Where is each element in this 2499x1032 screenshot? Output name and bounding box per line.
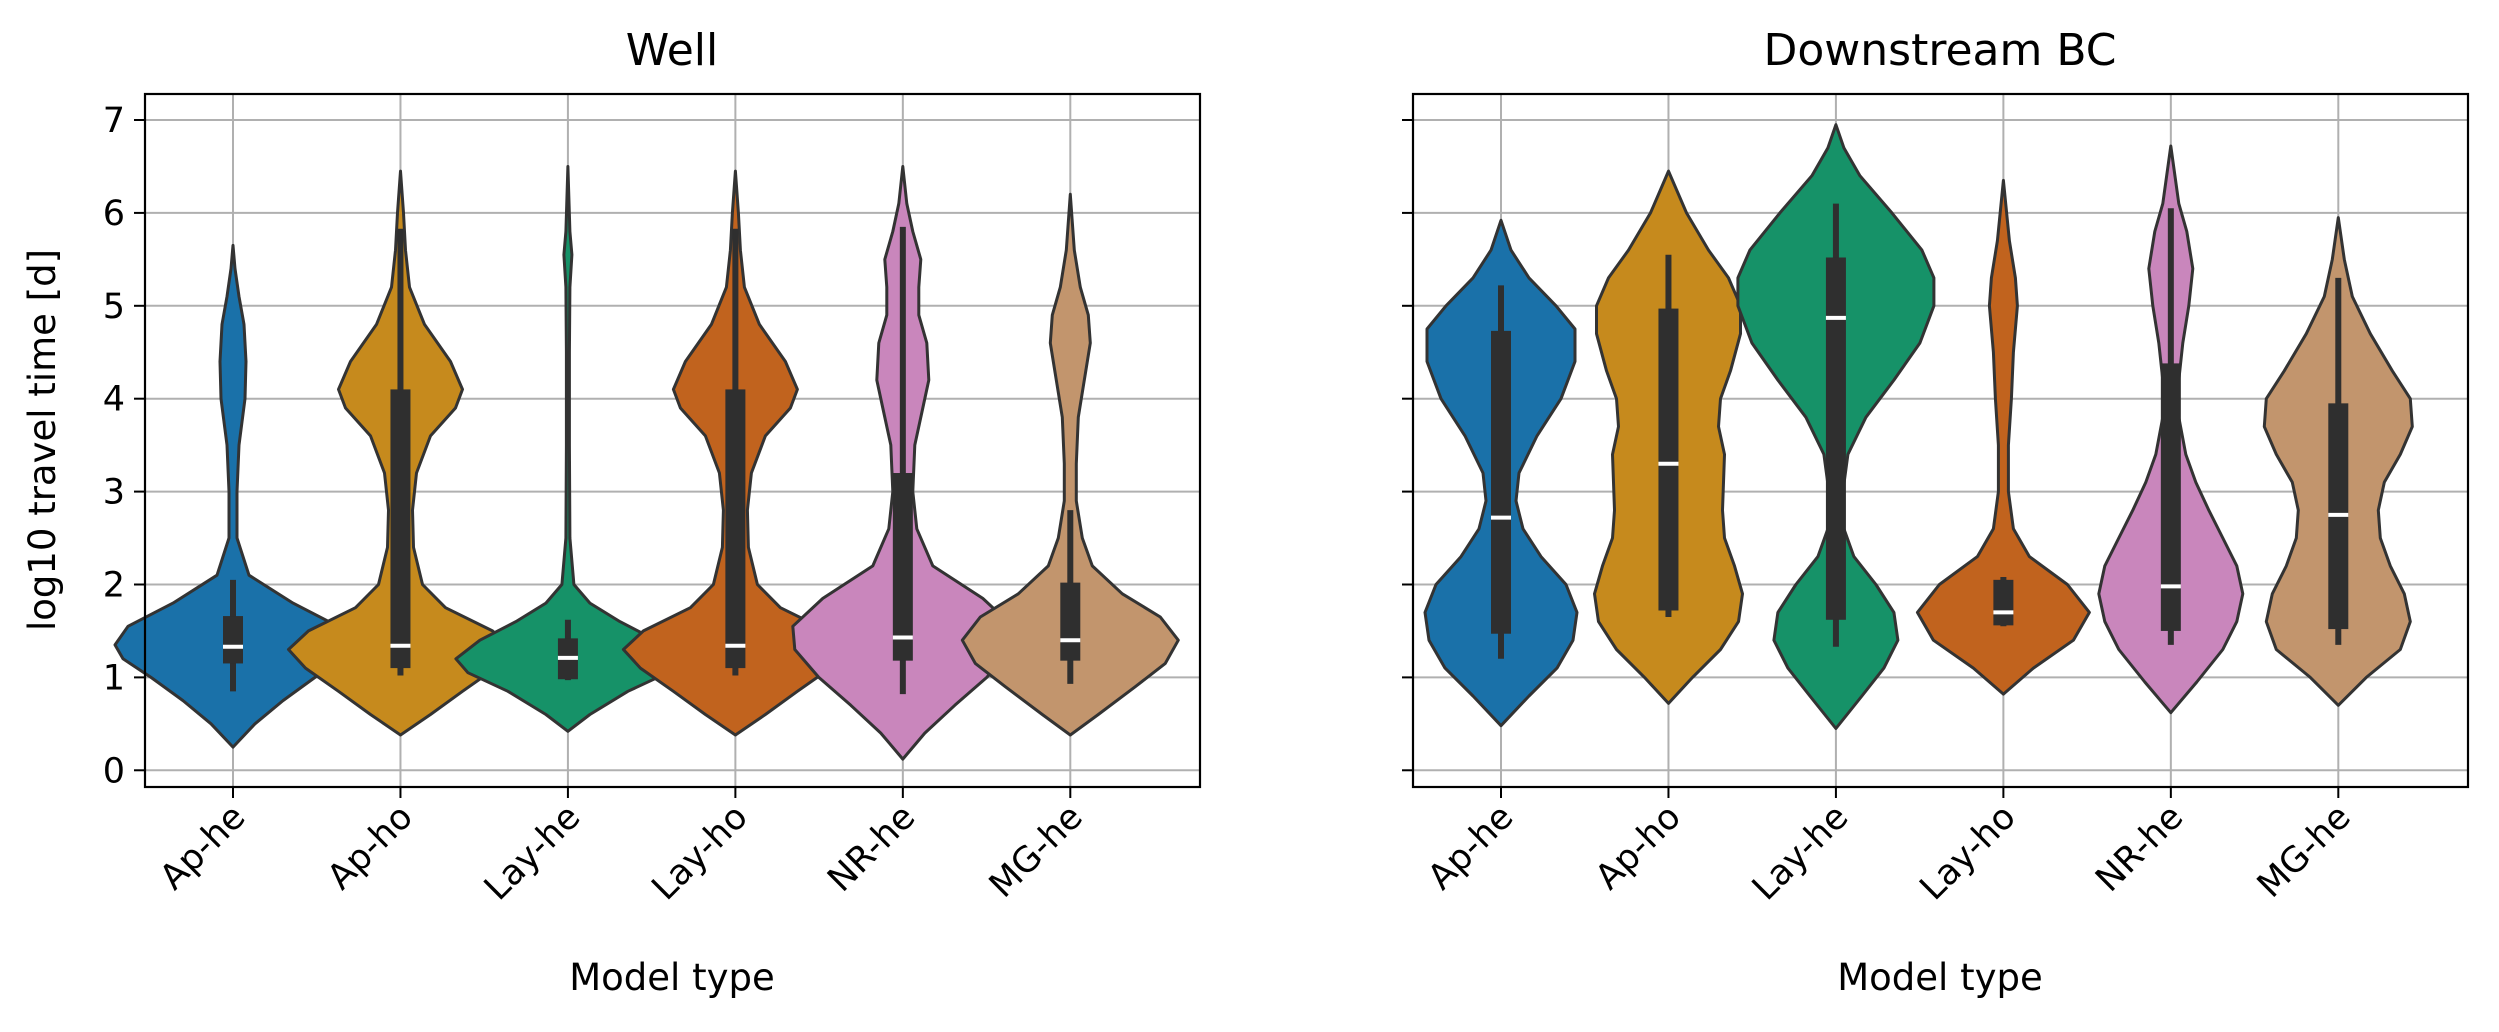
x-tick-label: Lay-he [1745, 797, 1856, 908]
x-axis-label: Model type [1837, 956, 2043, 999]
violin-ap-ho [287, 169, 514, 737]
x-tick-label: Ap-he [153, 797, 254, 898]
x-axis-label: Model type [569, 956, 775, 999]
y-tick-label: 4 [103, 380, 125, 420]
x-ticks: Ap-he Ap-ho Lay-he Lay-ho NR-he MG-he [1421, 787, 2359, 908]
violin-ap-he [1423, 218, 1579, 728]
violins [1423, 123, 2414, 730]
iqr-box [223, 616, 243, 664]
x-tick-label: Ap-he [1421, 797, 1522, 898]
axes-frame [1411, 92, 2470, 789]
iqr-box [390, 389, 411, 669]
y-ticks: 0 1 2 3 4 5 6 7 [103, 101, 145, 791]
iqr-box [1825, 257, 1846, 620]
violin-body [1915, 178, 2091, 696]
violin-mg-he [960, 192, 1180, 737]
axes-frame [143, 92, 1202, 789]
chart-title: Well [626, 25, 718, 76]
y-tick-label: 1 [103, 658, 125, 698]
iqr-box [2160, 363, 2181, 631]
violin-mg-he [2262, 216, 2414, 707]
chart-title: Downstream BC [1764, 25, 2117, 76]
x-tick-label: MG-he [982, 797, 1091, 906]
y-tick-label: 5 [103, 287, 125, 327]
iqr-box [1060, 582, 1081, 661]
violin-nr-he [791, 165, 1015, 761]
iqr-box [1993, 579, 2014, 626]
chart-panel-downstream-bc: Ap-he Ap-ho Lay-he Lay-ho NR-he MG-he Downstr… [1402, 25, 2470, 999]
x-tick-label: Lay-ho [1913, 797, 2024, 908]
x-ticks: Ap-he Ap-ho Lay-he Lay-ho NR-he MG-he [153, 787, 1091, 908]
iqr-box [725, 389, 746, 669]
violin-ap-ho [1593, 169, 1744, 705]
y-axis-label: log10 travel time [d] [21, 249, 64, 631]
y-ticks [1402, 119, 1413, 772]
x-tick-label: Ap-ho [1588, 797, 1689, 898]
y-tick-label: 7 [103, 101, 125, 141]
x-tick-label: Ap-ho [320, 797, 421, 898]
y-tick-label: 6 [103, 194, 125, 234]
x-tick-label: NR-he [2088, 797, 2191, 900]
iqr-box [1491, 330, 1511, 634]
x-tick-label: Lay-ho [645, 797, 756, 908]
iqr-box [892, 473, 913, 661]
violin-lay-ho [621, 169, 849, 737]
x-tick-label: NR-he [820, 797, 923, 900]
violins [113, 165, 1180, 761]
y-tick-label: 0 [103, 751, 125, 791]
y-tick-label: 2 [103, 565, 125, 605]
violin-lay-he [1736, 123, 1936, 730]
violin-nr-he [2097, 144, 2245, 715]
iqr-box [1658, 308, 1679, 611]
x-tick-label: Lay-he [477, 797, 588, 908]
violin-body [960, 192, 1180, 737]
chart-panel-well: 0 1 2 3 4 5 6 7 Ap-he Ap-ho Lay-he Lay-ho NR-he MG-h… [21, 25, 1202, 999]
x-tick-label: MG-he [2250, 797, 2359, 906]
y-tick-label: 3 [103, 473, 125, 513]
violin-lay-ho [1915, 178, 2091, 696]
